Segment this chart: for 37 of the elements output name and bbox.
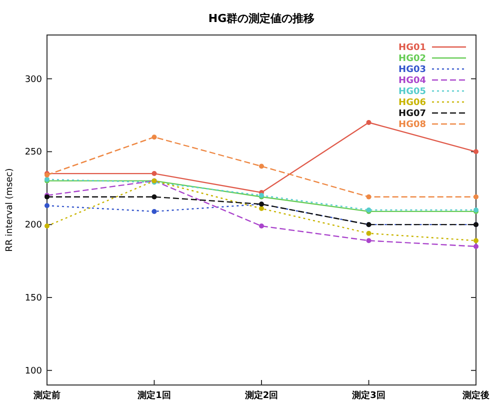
y-tick-label: 150 (24, 294, 42, 304)
chart-title: HG群の測定値の推移 (208, 12, 315, 25)
point (474, 238, 478, 244)
y-axis-title: RR interval (msec) (5, 168, 15, 252)
point (474, 194, 478, 200)
point (152, 208, 157, 214)
legend-label: HG07 (398, 109, 426, 119)
point (366, 194, 372, 200)
x-tick-label: 測定2回 (244, 390, 278, 401)
point (474, 244, 478, 249)
point (366, 120, 372, 125)
point (152, 171, 157, 176)
x-tick-label: 測定1回 (136, 390, 171, 401)
point (366, 230, 372, 236)
y-tick-label: 200 (24, 220, 42, 231)
legend-label: HG04 (398, 76, 426, 86)
point (44, 224, 50, 229)
y-tick-label: 250 (24, 148, 42, 158)
legend-label: HG01 (398, 43, 426, 53)
y-tick-label: 300 (24, 74, 42, 85)
point (44, 203, 50, 208)
point (259, 206, 264, 212)
x-tick-label: 測定前 (32, 390, 60, 401)
y-tick-label: 100 (24, 366, 42, 376)
point (474, 149, 478, 154)
legend-label: HG08 (398, 120, 426, 130)
point (152, 134, 157, 140)
point (259, 224, 264, 229)
x-tick-label: 測定後 (462, 390, 490, 401)
point (259, 164, 264, 169)
point (366, 238, 372, 244)
legend-label: HG05 (398, 87, 426, 97)
point (152, 194, 157, 200)
x-tick-label: 測定3回 (351, 390, 386, 401)
legend-label: HG02 (398, 54, 426, 64)
legend-label: HG03 (398, 65, 426, 75)
legend-label: HG06 (398, 98, 426, 108)
